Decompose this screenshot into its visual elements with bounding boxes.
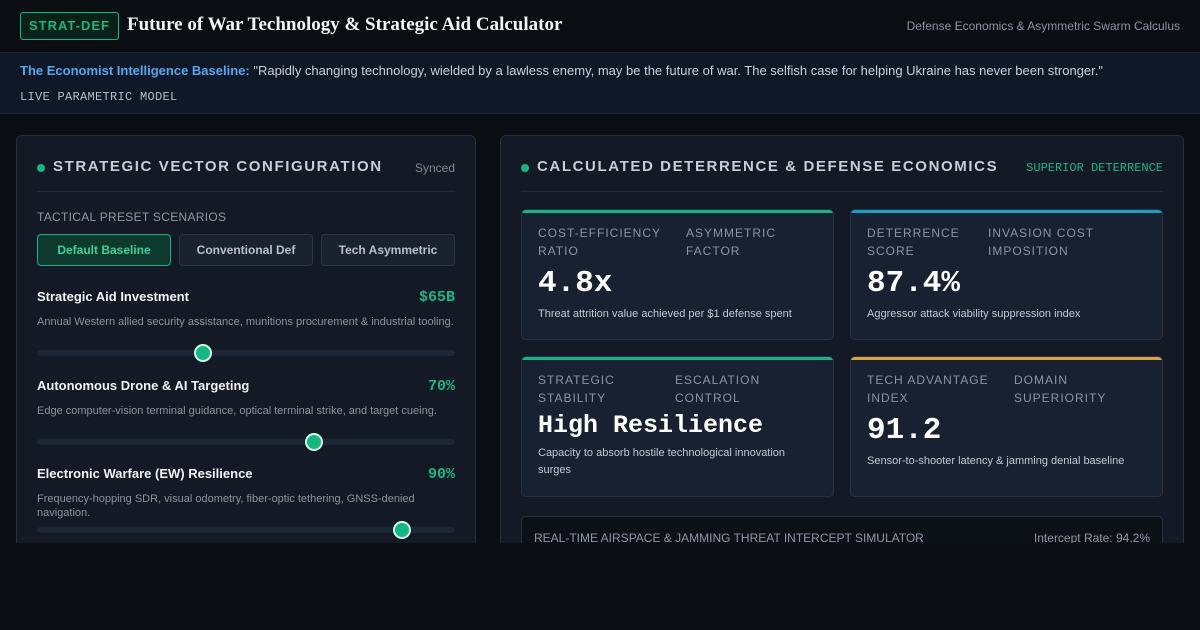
status-dot-icon	[521, 164, 529, 172]
card-description: Threat attrition value achieved per $1 d…	[538, 308, 792, 320]
param-description: Frequency-hopping SDR, visual odometry, …	[37, 493, 415, 519]
card-description: Capacity to absorb hostile technological…	[538, 447, 786, 476]
card-value: 91.2	[867, 413, 942, 448]
card-accent-bar	[851, 357, 1162, 360]
card-accent-bar	[522, 357, 833, 360]
preset-conventional-def-button[interactable]: Conventional Def	[179, 234, 313, 266]
param-description: Edge computer-vision terminal guidance, …	[37, 405, 437, 417]
ew-slider-track[interactable]	[37, 521, 455, 539]
strategic-stability-card: STRATEGIC STABILITY ESCALATION CONTROL H…	[521, 356, 834, 497]
card-label-primary: TECH ADVANTAGE INDEX	[867, 373, 989, 405]
param-name: Strategic Aid Investment	[37, 289, 189, 304]
presets-label: TACTICAL PRESET SCENARIOS	[37, 210, 227, 224]
config-panel-header: STRATEGIC VECTOR CONFIGURATION Synced	[37, 136, 455, 192]
deterrence-score-card: DETERRENCE SCORE INVASION COST IMPOSITIO…	[850, 209, 1163, 340]
deterrence-results-panel: CALCULATED DETERRENCE & DEFENSE ECONOMIC…	[500, 135, 1184, 555]
app-subtitle: Defense Economics & Asymmetric Swarm Cal…	[906, 19, 1180, 33]
results-panel-header: CALCULATED DETERRENCE & DEFENSE ECONOMIC…	[521, 136, 1163, 192]
results-panel-title: CALCULATED DETERRENCE & DEFENSE ECONOMIC…	[537, 158, 999, 175]
param-description: Annual Western allied security assistanc…	[37, 316, 454, 328]
cost-efficiency-card: COST-EFFICIENCY RATIO ASYMMETRIC FACTOR …	[521, 209, 834, 340]
simulator-title: REAL-TIME AIRSPACE & JAMMING THREAT INTE…	[534, 531, 924, 545]
intelligence-banner: The Economist Intelligence Baseline: "Ra…	[0, 53, 1200, 114]
card-label-secondary: INVASION COST IMPOSITION	[988, 226, 1094, 258]
card-label-primary: COST-EFFICIENCY RATIO	[538, 226, 661, 258]
brand-badge: STRAT-DEF	[20, 12, 119, 40]
live-model-tag: LIVE PARAMETRIC MODEL	[20, 90, 178, 104]
preset-tech-asymmetric-button[interactable]: Tech Asymmetric	[321, 234, 455, 266]
param-value: $65B	[418, 289, 455, 306]
tech-advantage-card: TECH ADVANTAGE INDEX DOMAIN SUPERIORITY …	[850, 356, 1163, 497]
sync-status: Synced	[414, 161, 455, 175]
param-name: Electronic Warfare (EW) Resilience	[37, 466, 253, 481]
param-value: 70%	[427, 378, 455, 395]
strategic-config-panel: STRATEGIC VECTOR CONFIGURATION Synced TA…	[16, 135, 476, 555]
card-accent-bar	[851, 210, 1162, 213]
card-accent-bar	[522, 210, 833, 213]
page-background-bottom	[0, 543, 1200, 630]
drone-slider-thumb[interactable]	[304, 433, 323, 451]
ew-slider-thumb[interactable]	[392, 521, 411, 539]
card-label-primary: STRATEGIC STABILITY	[538, 373, 615, 405]
card-label-secondary: ASYMMETRIC FACTOR	[686, 226, 777, 258]
card-value: 87.4%	[867, 266, 961, 301]
card-value: 4.8x	[538, 266, 613, 301]
config-panel-title: STRATEGIC VECTOR CONFIGURATION	[53, 158, 383, 175]
top-bar: STRAT-DEF Future of War Technology & Str…	[0, 0, 1200, 53]
intercept-rate: Intercept Rate: 94.2%	[1033, 531, 1150, 545]
card-description: Aggressor attack viability suppression i…	[867, 308, 1081, 320]
aid-slider-thumb[interactable]	[194, 344, 213, 362]
preset-default-baseline-button[interactable]: Default Baseline	[37, 234, 171, 266]
quote-source: The Economist Intelligence Baseline:	[20, 63, 250, 78]
card-description: Sensor-to-shooter latency & jamming deni…	[867, 455, 1125, 467]
param-value: 90%	[427, 466, 455, 483]
quote-text: "Rapidly changing technology, wielded by…	[249, 63, 1103, 78]
param-name: Autonomous Drone & AI Targeting	[37, 378, 250, 393]
drone-slider-track[interactable]	[37, 433, 455, 451]
card-value: High Resilience	[538, 411, 764, 440]
card-label-primary: DETERRENCE SCORE	[867, 226, 960, 258]
card-label-secondary: DOMAIN SUPERIORITY	[1014, 373, 1107, 405]
deterrence-status-badge: SUPERIOR DETERRENCE	[1026, 161, 1163, 175]
aid-slider-track[interactable]	[37, 344, 455, 362]
status-dot-icon	[37, 164, 45, 172]
card-label-secondary: ESCALATION CONTROL	[675, 373, 761, 405]
app-title: Future of War Technology & Strategic Aid…	[127, 14, 563, 35]
quote-line: The Economist Intelligence Baseline: "Ra…	[20, 63, 1103, 78]
